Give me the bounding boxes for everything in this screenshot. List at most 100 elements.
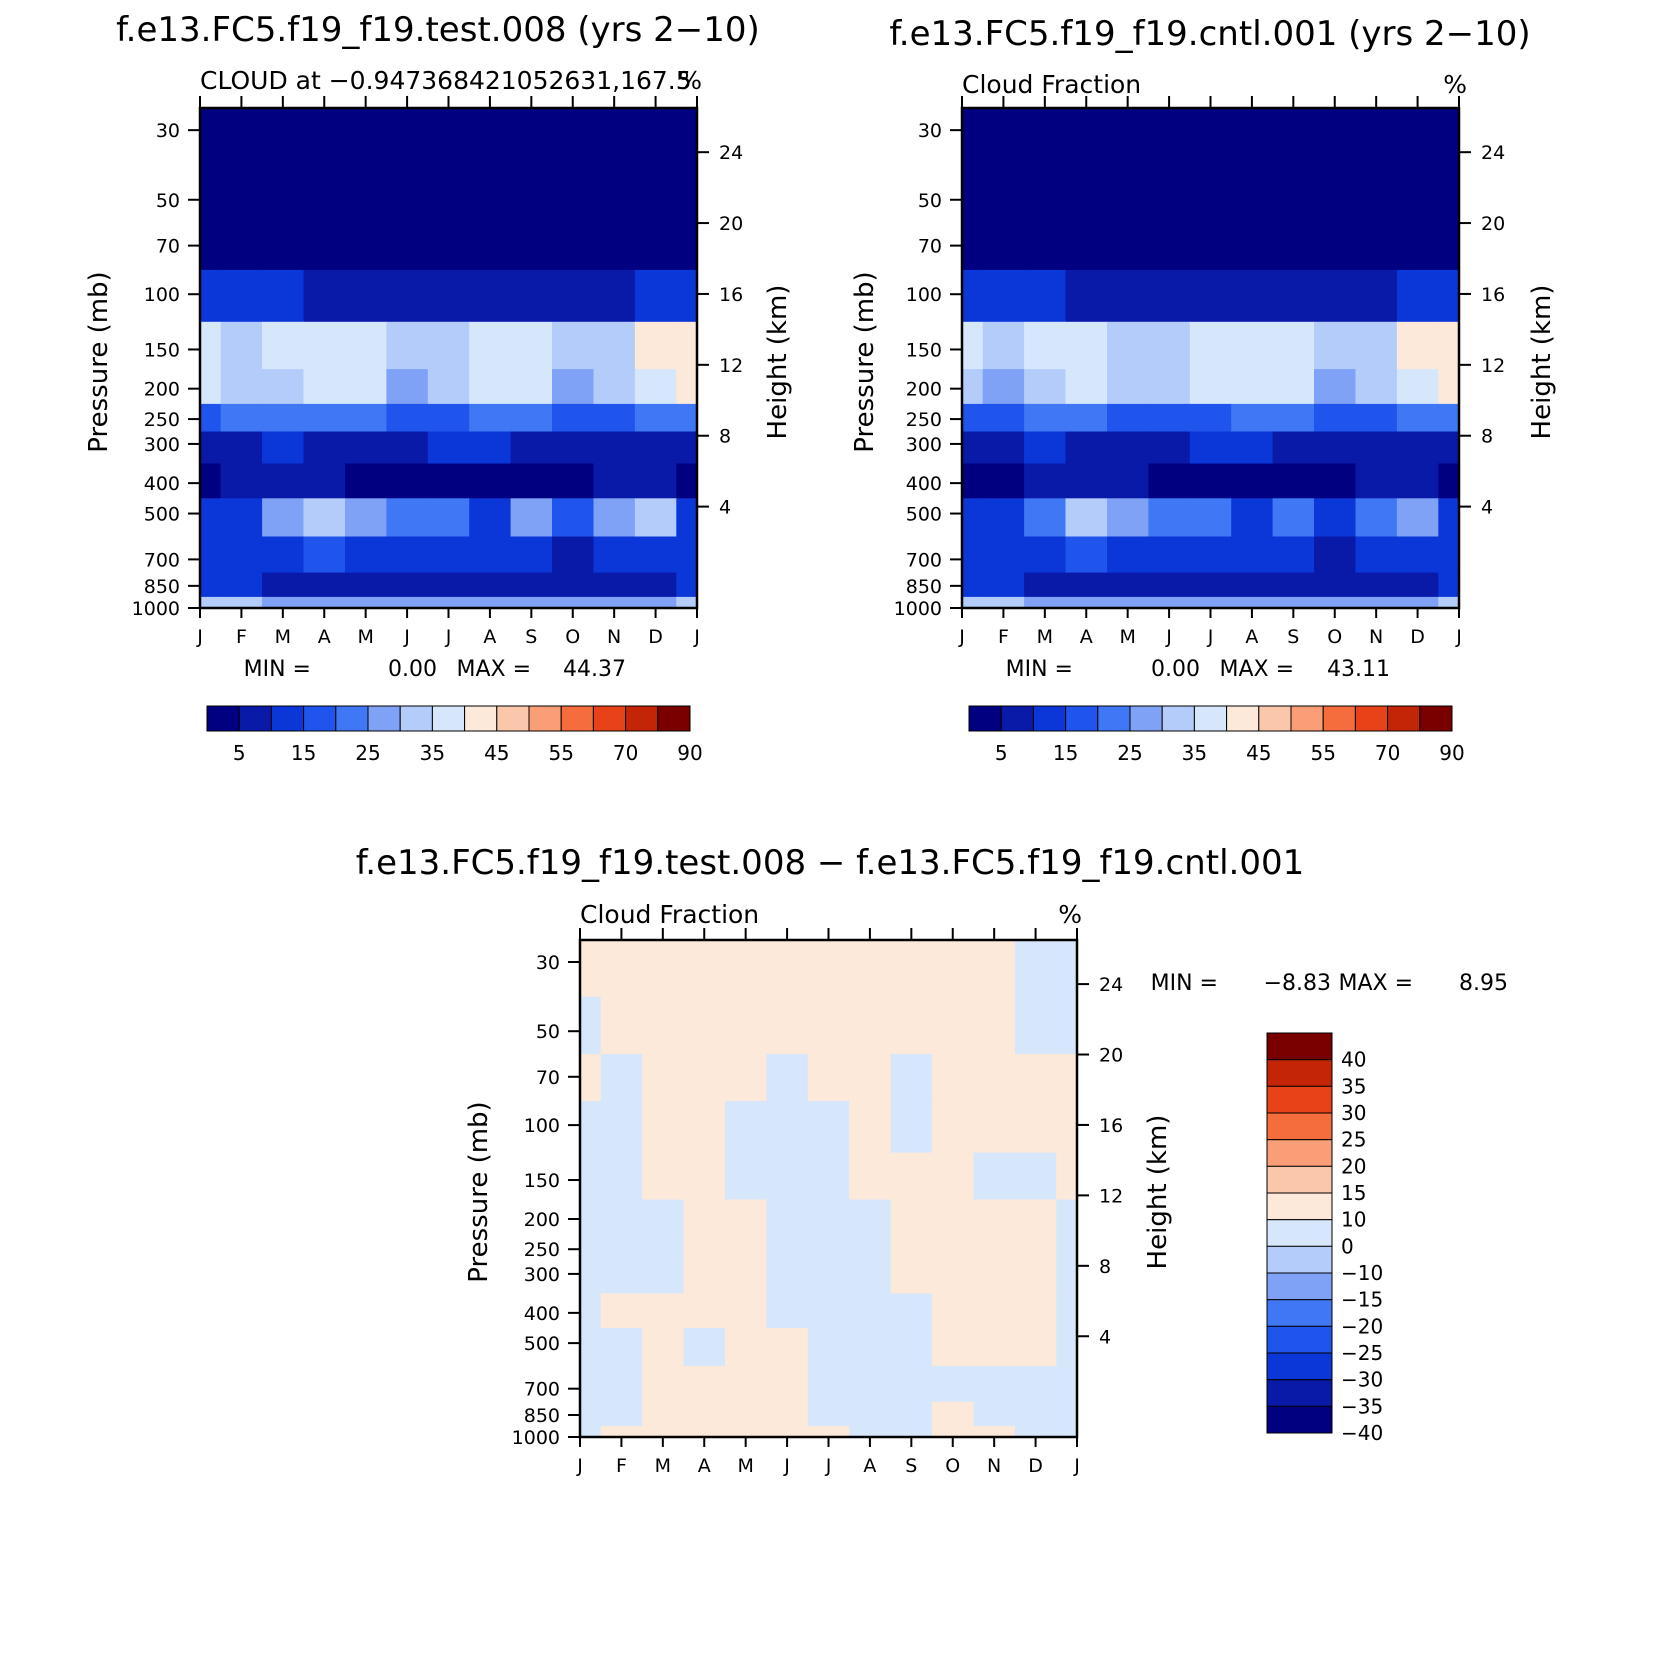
contour-cell bbox=[580, 1261, 602, 1294]
contour-cell bbox=[973, 940, 1016, 998]
y-tick-label: 150 bbox=[144, 339, 180, 361]
contour-cell bbox=[1396, 498, 1439, 537]
contour-cell bbox=[634, 498, 677, 537]
contour-cell bbox=[725, 1100, 767, 1154]
colorbar-swatch bbox=[968, 705, 1002, 732]
contour-cell bbox=[1231, 536, 1274, 574]
x-tick-label: A bbox=[483, 626, 496, 648]
contour-cell bbox=[849, 1152, 892, 1201]
colorbar-label: 40 bbox=[1341, 1048, 1366, 1072]
contour-cell bbox=[849, 1365, 892, 1403]
contour-cell bbox=[427, 369, 470, 405]
contour-cell bbox=[200, 463, 222, 499]
contour-cell bbox=[1231, 269, 1274, 323]
contour-cell bbox=[807, 1199, 850, 1235]
contour-cell bbox=[1107, 536, 1149, 574]
contour-cell bbox=[982, 498, 1025, 537]
contour-cell bbox=[725, 1328, 767, 1367]
contour-cell bbox=[220, 222, 263, 271]
colorbar-label: 30 bbox=[1341, 1101, 1366, 1125]
contour-cell bbox=[1056, 1199, 1078, 1235]
contour-cell bbox=[1189, 498, 1232, 537]
contour-cell bbox=[469, 222, 512, 271]
colorbar-swatch bbox=[1129, 705, 1163, 732]
colorbar-swatch bbox=[1266, 1139, 1333, 1167]
max-value: 44.37 bbox=[563, 657, 626, 682]
contour-cell bbox=[220, 108, 263, 166]
colorbar-swatch bbox=[528, 705, 562, 732]
contour-cell bbox=[807, 1100, 850, 1154]
contour-cell bbox=[642, 1401, 685, 1427]
contour-cell bbox=[1438, 572, 1460, 598]
contour-cell bbox=[510, 536, 553, 574]
contour-cell bbox=[890, 996, 933, 1055]
contour-cell bbox=[1314, 572, 1356, 598]
contour-cell bbox=[580, 996, 602, 1055]
contour-cell bbox=[932, 1100, 974, 1154]
contour-cell bbox=[262, 498, 305, 537]
contour-cell bbox=[386, 498, 429, 537]
contour-plot: J F M A M J J A S O N D J 30 50 70 100 150 200 250 300 400 500… bbox=[132, 96, 743, 648]
contour-cell bbox=[510, 165, 553, 224]
contour-cell bbox=[303, 498, 346, 537]
contour-cell bbox=[1065, 536, 1108, 574]
contour-cell bbox=[890, 1234, 933, 1263]
contour-cell bbox=[262, 431, 305, 465]
contour-cell bbox=[552, 498, 594, 537]
units-label: % bbox=[678, 66, 702, 95]
contour-cell bbox=[683, 1401, 726, 1427]
contour-cell bbox=[469, 108, 512, 166]
contour-cell bbox=[1438, 222, 1460, 271]
contour-cell bbox=[580, 1328, 602, 1367]
contour-cell bbox=[725, 1054, 767, 1102]
y-tick-label: 150 bbox=[524, 1170, 560, 1192]
contour-cell bbox=[932, 996, 974, 1055]
contour-cell bbox=[220, 403, 263, 433]
contour-cell bbox=[552, 536, 594, 574]
y-tick-label: 700 bbox=[906, 549, 942, 571]
contour-cell bbox=[982, 403, 1025, 433]
contour-cell bbox=[1148, 572, 1191, 598]
colorbar-swatch bbox=[1000, 705, 1034, 732]
contour-cell bbox=[1355, 431, 1398, 465]
contour-cell bbox=[1396, 165, 1439, 224]
contour-cell bbox=[510, 596, 553, 609]
contour-cell bbox=[1231, 596, 1274, 609]
colorbar-label: −20 bbox=[1341, 1314, 1383, 1338]
contour-cell bbox=[1231, 463, 1274, 499]
contour-cell bbox=[807, 1426, 850, 1438]
contour-cell bbox=[345, 463, 387, 499]
colorbar-swatch bbox=[1266, 1219, 1333, 1247]
contour-cell bbox=[345, 498, 387, 537]
contour-cell bbox=[982, 463, 1025, 499]
contour-cell bbox=[1014, 996, 1057, 1055]
contour-cell bbox=[1014, 1100, 1057, 1154]
contour-cell bbox=[1189, 222, 1232, 271]
contour-cell bbox=[552, 269, 594, 323]
colorbar-label: 90 bbox=[677, 741, 702, 765]
colorbar-swatch bbox=[1322, 705, 1356, 732]
contour-cell bbox=[1231, 572, 1274, 598]
contour-cell bbox=[683, 1365, 726, 1403]
contour-cell bbox=[849, 1100, 892, 1154]
contour-cell bbox=[1272, 596, 1315, 609]
contour-cell bbox=[982, 369, 1025, 405]
contour-cell bbox=[683, 1234, 726, 1263]
y-tick-label: 200 bbox=[144, 379, 180, 401]
contour-cell bbox=[849, 1234, 892, 1263]
contour-cell bbox=[962, 498, 984, 537]
contour-cell bbox=[1107, 403, 1149, 433]
contour-cell bbox=[1189, 463, 1232, 499]
y-tick-label: 50 bbox=[918, 190, 942, 212]
colorbar-swatch bbox=[238, 705, 272, 732]
contour-cell bbox=[1355, 463, 1398, 499]
contour-cell bbox=[932, 1328, 974, 1367]
contour-cell bbox=[552, 596, 594, 609]
contour-cell bbox=[1231, 403, 1274, 433]
min-value: 0.00 bbox=[388, 657, 437, 682]
contour-cell bbox=[345, 431, 387, 465]
contour-cell bbox=[580, 1426, 602, 1438]
contour-cell bbox=[427, 463, 470, 499]
colorbar-swatch bbox=[496, 705, 530, 732]
